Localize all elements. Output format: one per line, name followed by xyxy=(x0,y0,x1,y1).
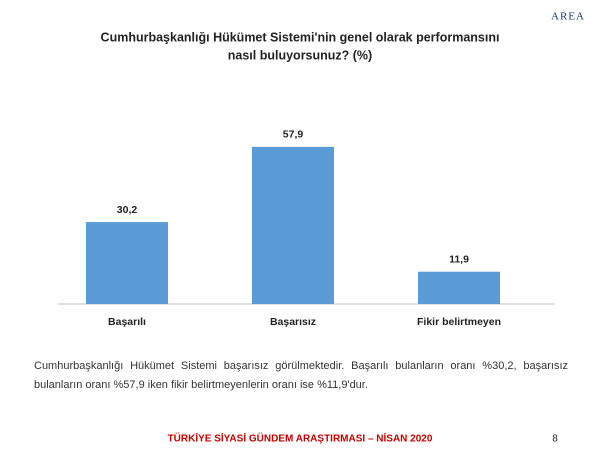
x-tick-label: Fikir belirtmeyen xyxy=(417,316,501,328)
logo: AREA xyxy=(551,11,585,23)
bar xyxy=(86,222,168,304)
x-tick-label: Başarısız xyxy=(270,316,316,328)
page-number: 8 xyxy=(552,434,558,445)
bar xyxy=(418,271,500,304)
value-label: 30,2 xyxy=(117,204,138,216)
value-label: 57,9 xyxy=(283,129,304,141)
footer: TÜRKİYE SİYASİ GÜNDEM ARAŞTIRMASI – NİSA… xyxy=(168,432,433,445)
chart-title: Cumhurbaşkanlığı Hükümet Sistemi'nin gen… xyxy=(101,30,500,44)
chart-title: nasıl buluyorsunuz? (%) xyxy=(228,48,372,62)
value-label: 11,9 xyxy=(449,253,469,265)
x-tick-label: Başarılı xyxy=(108,316,146,328)
bar xyxy=(252,146,334,304)
note: Cumhurbaşkanlığı Hükümet Sistemi başarıs… xyxy=(34,360,568,391)
